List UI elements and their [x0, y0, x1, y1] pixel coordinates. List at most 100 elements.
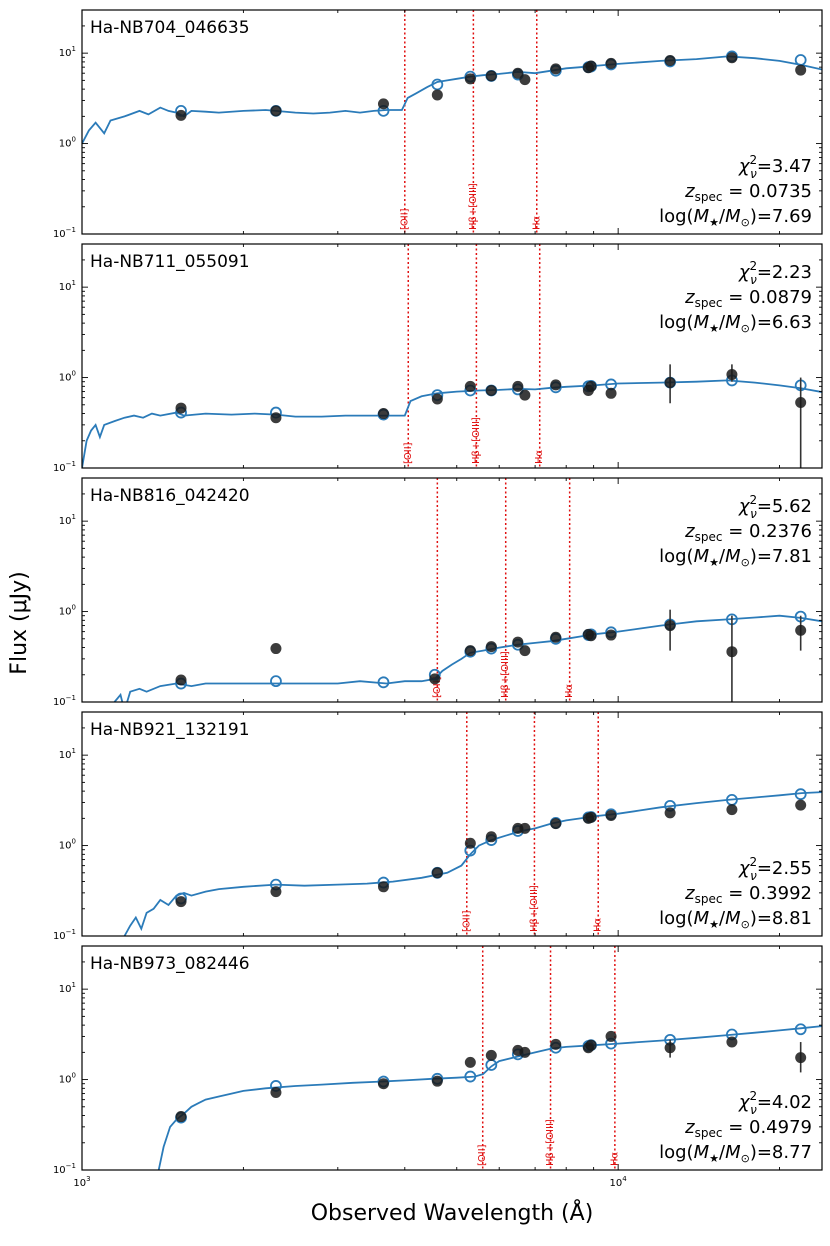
stellar-mass-annotation: log(M★/M⊙)=8.77 — [659, 1142, 812, 1165]
observed-photometry-point — [605, 387, 617, 399]
y-tick-label: 10−1 — [53, 694, 76, 708]
observed-photometry-point — [664, 807, 676, 819]
stellar-mass-annotation: log(M★/M⊙)=7.69 — [659, 206, 812, 229]
model-photometry-point — [464, 1070, 477, 1083]
panel-title: Ha-NB921_132191 — [90, 720, 250, 740]
observed-photometry-point — [485, 70, 497, 82]
emission-line-label: [OII] — [477, 1144, 488, 1166]
sed-panel-4: [OII] Hβ+[OIII] Hα 10−1 100 101 103 104 Ha-NB973… — [53, 945, 823, 1189]
observed-photometry-point — [664, 377, 676, 389]
zspec-annotation: zspec = 0.3992 — [684, 883, 812, 906]
x-tick-label: 104 — [610, 1175, 628, 1189]
y-tick-label: 100 — [59, 1072, 76, 1086]
observed-photometry-point — [795, 624, 807, 636]
chi2-annotation: χ2 ν=2.55 — [738, 855, 812, 883]
observed-photometry-point — [485, 384, 497, 396]
model-photometry-point — [794, 1023, 807, 1036]
y-tick-label: 10−1 — [53, 226, 76, 240]
zspec-annotation: zspec = 0.4979 — [684, 1117, 812, 1140]
model-spectrum-line — [113, 614, 822, 702]
observed-photometry-point — [519, 389, 531, 401]
panel-title: Ha-NB816_042420 — [90, 486, 250, 506]
model-photometry-point — [794, 788, 807, 801]
stellar-mass-annotation: log(M★/M⊙)=6.63 — [659, 312, 812, 335]
observed-photometry-point — [431, 1075, 443, 1087]
y-tick-label: 100 — [59, 838, 76, 852]
model-spectrum-line — [82, 379, 822, 468]
chi2-annotation: χ2 ν=2.23 — [738, 259, 812, 287]
observed-photometry-point — [585, 1039, 597, 1051]
observed-photometry-point — [726, 52, 738, 64]
observed-photometry-point — [464, 380, 476, 392]
observed-photometry-point — [377, 1078, 389, 1090]
sed-panel-0: [OII] Hβ+[OIII] Hα 10−1 100 101 Ha-NB704_04663… — [53, 9, 823, 240]
observed-photometry-point — [795, 1052, 807, 1064]
observed-photometry-point — [585, 60, 597, 72]
observed-photometry-point — [270, 886, 282, 898]
observed-photometry-point — [585, 630, 597, 642]
observed-photometry-point — [550, 631, 562, 643]
emission-line-label: Hβ+[OIII] — [468, 183, 479, 230]
observed-photometry-point — [175, 109, 187, 121]
chi2-annotation: χ2 ν=3.47 — [738, 153, 812, 181]
emission-line-label: [OII] — [399, 208, 410, 230]
panel-title: Ha-NB711_055091 — [90, 252, 250, 272]
emission-line-label: [OII] — [403, 442, 414, 464]
model-spectrum-line — [123, 791, 822, 936]
zspec-annotation: zspec = 0.2376 — [684, 521, 812, 544]
observed-photometry-point — [664, 1042, 676, 1054]
observed-photometry-point — [175, 674, 187, 686]
sed-panel-3: [OII] Hβ+[OIII] Hα 10−1 100 101 Ha-NB921_13219… — [53, 711, 823, 942]
observed-photometry-point — [726, 804, 738, 816]
model-photometry-point — [794, 54, 807, 66]
zspec-annotation: zspec = 0.0735 — [684, 181, 812, 204]
panel-title: Ha-NB973_082446 — [90, 954, 250, 974]
emission-line-label: Hβ+[OIII] — [545, 1119, 556, 1166]
model-spectrum-line — [82, 55, 822, 145]
x-axis-label: Observed Wavelength (Å) — [311, 1199, 594, 1226]
panel-title: Ha-NB704_046635 — [90, 18, 250, 38]
observed-photometry-point — [512, 636, 524, 648]
panel-frame — [81, 711, 823, 937]
y-axis-label: Flux (μJy) — [7, 571, 32, 674]
y-tick-label: 10−1 — [53, 928, 76, 942]
chi2-annotation: χ2 ν=4.02 — [738, 1089, 812, 1117]
sed-panel-1: [OII] Hβ+[OIII] Hα 10−1 100 101 Ha-NB711_05509… — [53, 243, 823, 474]
observed-photometry-point — [270, 412, 282, 424]
observed-photometry-point — [270, 1086, 282, 1098]
zspec-annotation: zspec = 0.0879 — [684, 287, 812, 310]
observed-photometry-point — [550, 63, 562, 75]
model-photometry-point — [377, 676, 390, 689]
emission-line-label: [OII] — [432, 676, 443, 698]
observed-photometry-point — [464, 73, 476, 85]
observed-photometry-point — [585, 380, 597, 392]
y-tick-label: 100 — [59, 604, 76, 618]
observed-photometry-point — [464, 645, 476, 657]
observed-photometry-point — [664, 54, 676, 66]
observed-photometry-point — [377, 881, 389, 893]
emission-line-label: [OII] — [461, 910, 472, 932]
observed-photometry-point — [726, 1036, 738, 1048]
y-tick-label: 101 — [59, 747, 76, 761]
panel-frame — [81, 243, 823, 469]
y-tick-label: 101 — [59, 981, 76, 995]
emission-line-label: Hα — [564, 683, 575, 698]
observed-photometry-point — [795, 64, 807, 76]
model-spectrum-line — [157, 1025, 822, 1170]
observed-photometry-point — [377, 408, 389, 420]
y-tick-label: 101 — [59, 279, 76, 293]
observed-photometry-point — [175, 896, 187, 908]
observed-photometry-point — [585, 811, 597, 823]
panel-frame — [81, 9, 823, 235]
sed-panel-2: [OII] Hβ+[OIII] Hα 10−1 100 101 Ha-NB816_04242… — [53, 477, 823, 708]
emission-line-label: Hα — [609, 1151, 620, 1166]
observed-photometry-point — [431, 393, 443, 405]
observed-photometry-point — [605, 1030, 617, 1042]
observed-photometry-point — [605, 57, 617, 69]
observed-photometry-point — [464, 1056, 476, 1068]
observed-photometry-point — [550, 1038, 562, 1050]
observed-photometry-point — [605, 629, 617, 641]
y-tick-label: 10−1 — [53, 1162, 76, 1176]
